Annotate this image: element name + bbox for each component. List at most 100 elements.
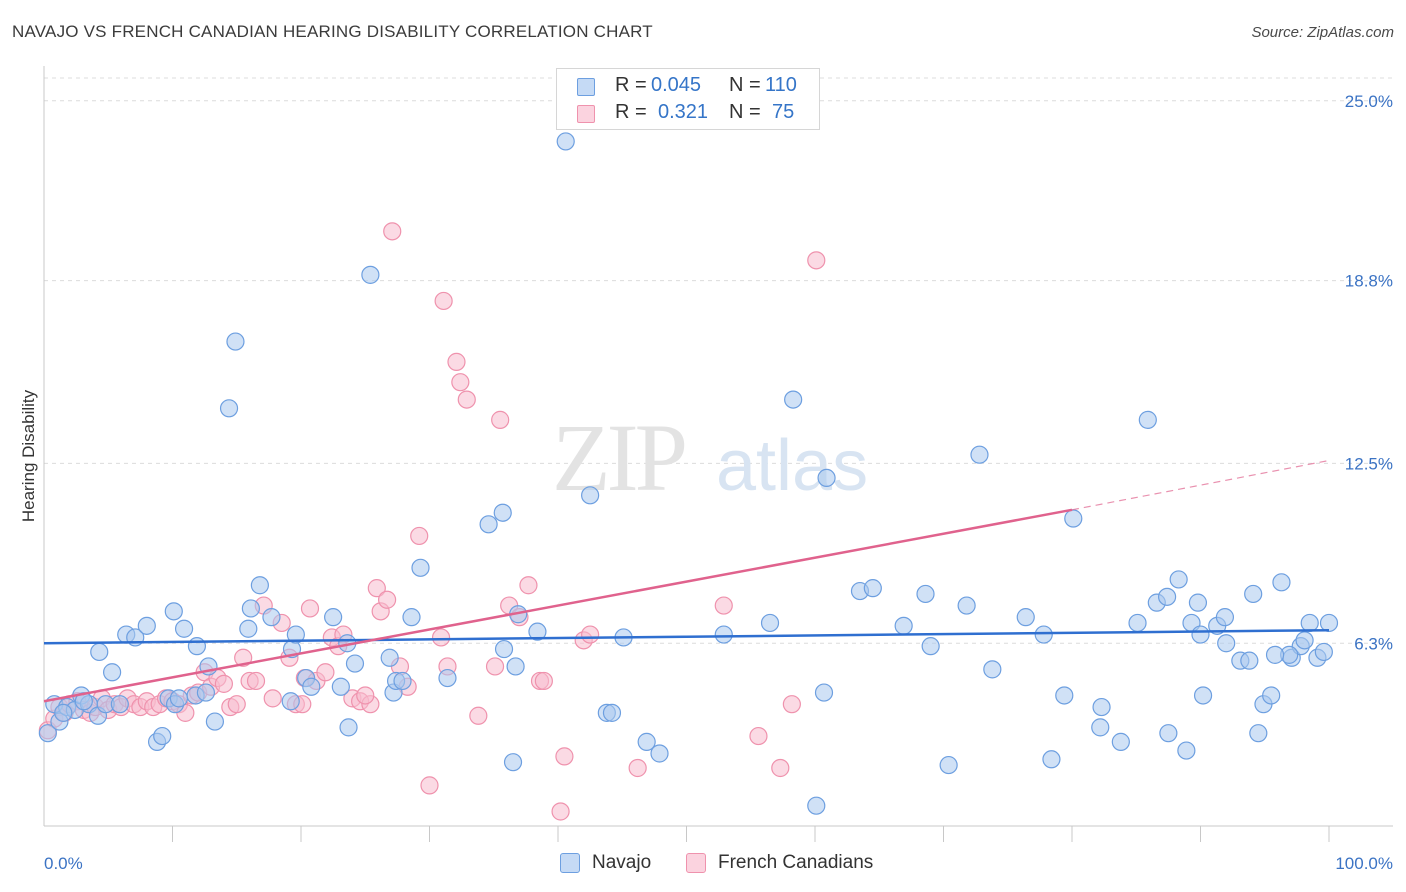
french-canadians-point: [410, 526, 429, 546]
navajo-point: [894, 616, 913, 635]
navajo-point: [187, 637, 207, 656]
french-canadians-point: [469, 706, 488, 725]
navajo-point: [38, 724, 57, 743]
x-ticks: [172, 826, 1330, 842]
x-tick-labels: 0.0% 100.0%: [44, 854, 1393, 873]
navajo-point: [169, 689, 189, 708]
watermark-zip: ZIP: [552, 404, 685, 511]
navajo-point: [380, 648, 399, 667]
navajo-point: [1265, 645, 1285, 664]
navajo-point: [1295, 631, 1314, 650]
stats-legend-row-french: R = 0.321 N = 75: [557, 100, 821, 128]
french-canadians-trend-line: [43, 508, 1073, 703]
navajo-point: [1016, 608, 1035, 627]
navajo-point: [1314, 642, 1333, 662]
trend-lines: [43, 459, 1330, 703]
navajo-point: [103, 663, 122, 682]
french-canadians-point: [356, 686, 375, 705]
navajo-point: [1244, 584, 1263, 604]
french-canadians-point: [383, 222, 402, 241]
y-tick-label: 6.3%: [1354, 634, 1393, 653]
navajo-point: [528, 622, 547, 641]
axes: [43, 66, 1393, 827]
navajo-point: [1169, 570, 1188, 589]
navajo-point: [1055, 686, 1074, 705]
french-canadians-point: [519, 576, 538, 595]
navajo-point: [174, 619, 194, 638]
navajo-point: [361, 265, 380, 284]
french-canadians-trend-extension: [1071, 459, 1330, 511]
navajo-point: [1191, 625, 1210, 644]
navajo-point: [54, 703, 73, 722]
french-canadians-point: [807, 251, 826, 270]
legend-navajo-swatch: [560, 853, 580, 873]
navajo-point: [226, 332, 245, 351]
y-tick-label: 25.0%: [1345, 92, 1393, 111]
navajo-point: [814, 683, 834, 702]
navajo-point: [1157, 587, 1177, 606]
navajo-trend-line: [43, 628, 1330, 645]
french-canadians-point: [534, 671, 553, 691]
navajo-point: [1042, 750, 1061, 769]
navajo-point: [1249, 724, 1268, 743]
y-tick-labels: 6.3% 12.5% 18.8% 25.0%: [1345, 92, 1393, 653]
french-canadians-point: [420, 776, 439, 795]
french-canadians-point: [485, 657, 505, 676]
navajo-point: [1188, 593, 1208, 612]
y-tick-label: 18.8%: [1345, 272, 1393, 291]
navajo-swatch: [577, 78, 595, 96]
navajo-point: [760, 613, 780, 633]
french-canadians-point: [749, 726, 768, 746]
navajo-point: [1319, 613, 1339, 633]
navajo-point: [493, 503, 512, 522]
navajo-point: [1300, 613, 1319, 633]
legend-french-label: French Canadians: [718, 852, 874, 873]
navajo-point: [1177, 741, 1196, 760]
french-canadians-point: [555, 747, 574, 766]
navajo-point: [153, 726, 172, 746]
navajo-point: [402, 608, 421, 627]
french-n-value: 75: [772, 101, 795, 123]
french-canadians-point: [246, 671, 266, 691]
french-canadians-point: [234, 648, 253, 667]
navajo-point: [345, 654, 365, 673]
french-canadians-point: [316, 663, 335, 682]
watermark-atlas: atlas: [716, 426, 868, 506]
navajo-point: [393, 671, 412, 691]
navajo-point: [863, 579, 882, 598]
navajo-point: [339, 718, 358, 737]
navajo-point: [110, 695, 129, 714]
french-canadians-point: [491, 410, 510, 429]
french-canadians-point: [214, 674, 233, 693]
navajo-point: [1272, 573, 1291, 592]
chart-source: Source: ZipAtlas.com: [1251, 24, 1394, 41]
navajo-point: [1091, 718, 1110, 737]
french-r-label: R =: [615, 101, 647, 123]
french-n-label: N =: [729, 101, 761, 123]
x-tick-label-min: 0.0%: [44, 854, 83, 873]
navajo-point: [1159, 724, 1178, 743]
french-canadians-point: [457, 390, 476, 409]
navajo-point: [817, 468, 836, 488]
legend-navajo-label: Navajo: [592, 852, 652, 873]
legend-french-swatch: [686, 853, 706, 873]
navajo-point: [784, 390, 803, 409]
navajo-point: [411, 558, 430, 577]
navajo-point: [1064, 509, 1083, 528]
french-canadians-point: [782, 695, 801, 714]
navajo-point: [957, 596, 976, 615]
navajo-point: [302, 677, 321, 696]
navajo-point: [1092, 697, 1111, 717]
navajo-point: [650, 744, 669, 763]
french-r-value: 0.321: [658, 101, 709, 123]
navajo-point: [921, 637, 940, 656]
stats-legend-row-navajo: R = 0.045 N = 110: [557, 73, 821, 101]
navajo-point: [506, 657, 525, 676]
french-canadians-point: [771, 758, 790, 778]
navajo-point: [196, 683, 216, 702]
navajo-point: [250, 576, 269, 595]
watermark: ZIP atlas: [552, 404, 868, 511]
navajo-point: [1240, 651, 1259, 670]
series-legend: Navajo French Canadians: [560, 850, 960, 880]
